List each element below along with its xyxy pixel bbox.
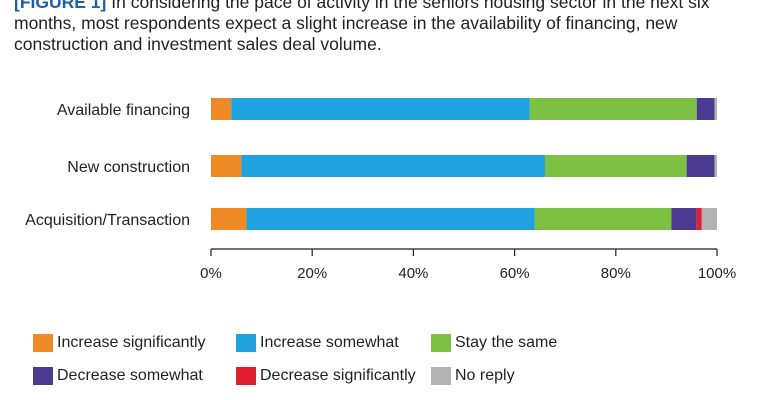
legend-label: No reply bbox=[455, 367, 515, 384]
legend-item-increase-somewhat: Increase somewhat bbox=[236, 332, 399, 354]
bar-acquisition-transaction-decrease-somewhat bbox=[671, 208, 697, 230]
bar-new-construction-stay-the-same bbox=[544, 155, 687, 177]
legend-item-decrease-somewhat: Decrease somewhat bbox=[33, 365, 203, 387]
legend-item-stay-the-same: Stay the same bbox=[431, 332, 557, 354]
x-tick-label: 40% bbox=[398, 265, 428, 282]
figure-caption-text: In considering the pace of activity in t… bbox=[14, 0, 710, 54]
legend-label: Decrease somewhat bbox=[57, 367, 203, 384]
bar-new-construction-increase-somewhat bbox=[241, 155, 545, 177]
legend-swatch bbox=[236, 367, 256, 385]
bars bbox=[211, 98, 717, 230]
legend-swatch bbox=[33, 367, 53, 385]
bar-available-financing-decrease-somewhat bbox=[696, 98, 715, 120]
category-label-available-financing: Available financing bbox=[57, 102, 190, 119]
x-tick-label: 60% bbox=[500, 265, 530, 282]
x-tick-label: 20% bbox=[297, 265, 327, 282]
figure-caption: [FIGURE 1] In considering the pace of ac… bbox=[14, 0, 754, 55]
bar-new-construction-decrease-somewhat bbox=[686, 155, 715, 177]
legend-swatch bbox=[236, 334, 256, 352]
legend-label: Decrease significantly bbox=[260, 367, 416, 384]
bar-acquisition-transaction-no-reply bbox=[701, 208, 717, 230]
legend-item-no-reply: No reply bbox=[431, 365, 515, 387]
bar-new-construction-no-reply bbox=[714, 155, 717, 177]
legend-label: Increase somewhat bbox=[260, 334, 399, 351]
bar-acquisition-transaction-stay-the-same bbox=[534, 208, 672, 230]
legend-item-increase-significantly: Increase significantly bbox=[33, 332, 206, 354]
bar-new-construction-increase-significantly bbox=[211, 155, 242, 177]
category-label-new-construction: New construction bbox=[67, 159, 190, 176]
legend-swatch bbox=[431, 334, 451, 352]
legend-swatch bbox=[33, 334, 53, 352]
bar-acquisition-transaction-increase-significantly bbox=[211, 208, 247, 230]
category-labels: Available financing New construction Acqui… bbox=[25, 102, 190, 229]
legend-swatch bbox=[431, 367, 451, 385]
bar-available-financing-increase-significantly bbox=[211, 98, 232, 120]
figure-label: [FIGURE 1] bbox=[14, 0, 107, 12]
category-label-acquisition-transaction: Acquisition/Transaction bbox=[25, 212, 190, 229]
bar-available-financing-stay-the-same bbox=[529, 98, 697, 120]
legend-label: Increase significantly bbox=[57, 334, 206, 351]
bar-available-financing-no-reply bbox=[714, 98, 717, 120]
x-tick-label: 100% bbox=[698, 265, 736, 282]
bar-acquisition-transaction-decrease-significantly bbox=[696, 208, 702, 230]
legend-item-decrease-significantly: Decrease significantly bbox=[236, 365, 416, 387]
bar-acquisition-transaction-increase-somewhat bbox=[246, 208, 535, 230]
x-axis: 0% 20% 40% 60% 80% 100% bbox=[200, 248, 736, 282]
legend-label: Stay the same bbox=[455, 334, 558, 351]
bar-available-financing-increase-somewhat bbox=[231, 98, 530, 120]
x-tick-label: 80% bbox=[601, 265, 631, 282]
stacked-bar-chart: Available financing New construction Acqui… bbox=[25, 98, 736, 282]
x-tick-label: 0% bbox=[200, 265, 222, 282]
